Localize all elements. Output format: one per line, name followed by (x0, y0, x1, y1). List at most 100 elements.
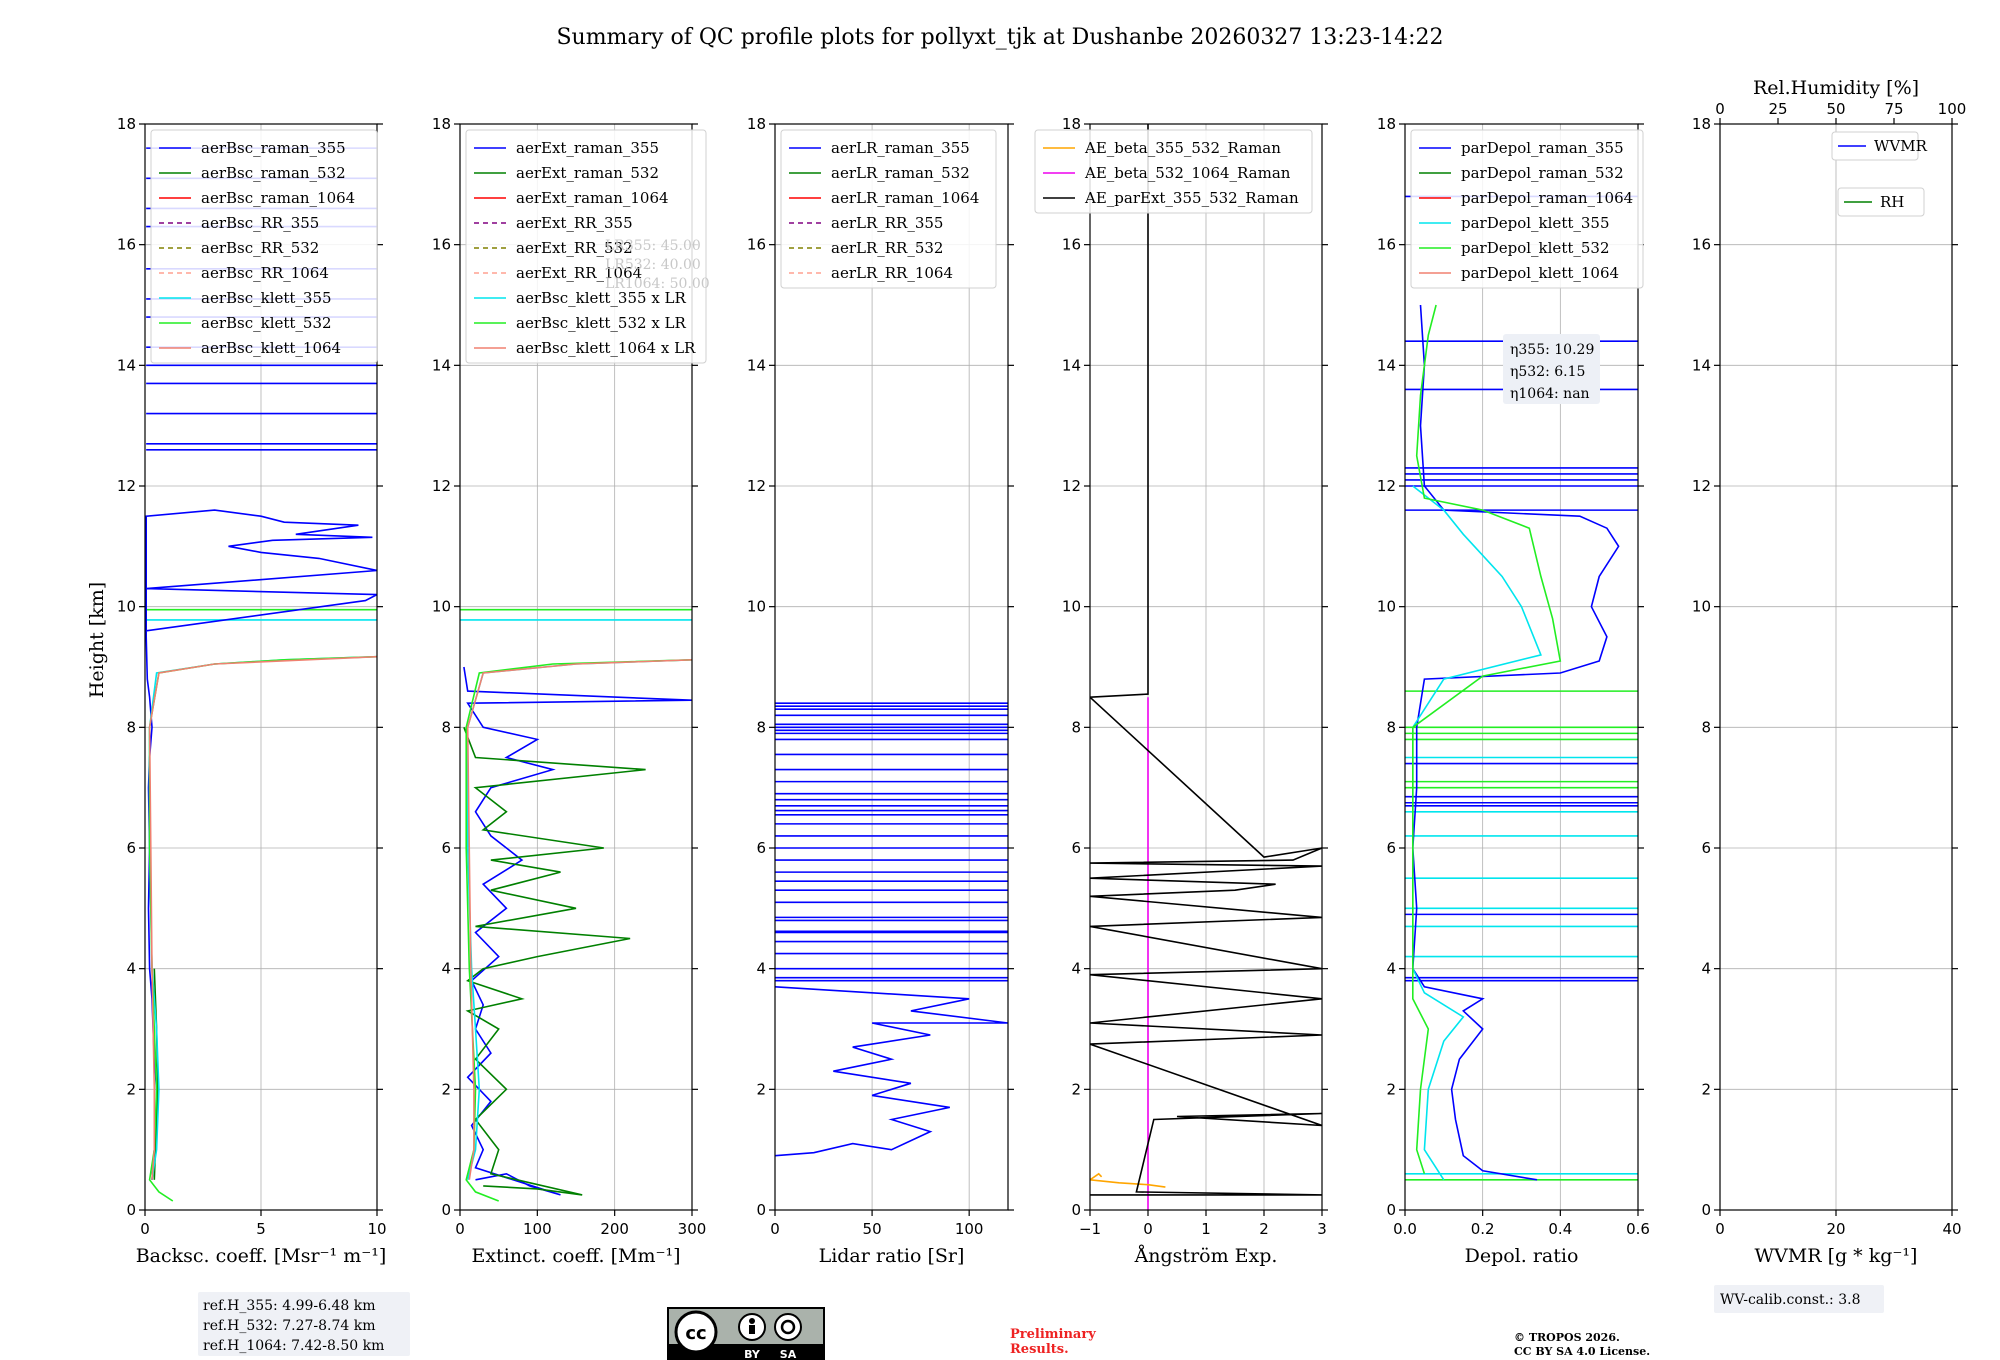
panel-ext: 0 2 4 6 8 10 12 14 16 18 0 100 200 300 Extinct. coeff.… (432, 115, 710, 1267)
legend-label: aerLR_raman_355 (831, 139, 970, 157)
legend-lr: aerLR_raman_355 aerLR_raman_532 aerLR_rama… (780, 129, 997, 289)
legend-label: aerBsc_RR_532 (201, 239, 319, 257)
copyright-note: © TROPOS 2026. (1514, 1331, 1620, 1344)
series-pardepol-klett-355 (1412, 485, 1542, 1181)
y-tick-label: 10 (432, 598, 451, 616)
y-axis-label: Height [km] (86, 582, 108, 698)
y-tick-label: 4 (441, 960, 451, 978)
x-tick-label: 1 (1201, 1220, 1211, 1238)
series-aerbsc-klett-532-x-lr (465, 659, 692, 1202)
preliminary-note: Preliminary (1010, 1327, 1096, 1342)
x-tick-label: 300 (678, 1220, 707, 1238)
top-tick-label: 75 (1884, 100, 1903, 118)
legend-label: aerLR_RR_355 (831, 214, 943, 232)
top-axis-label: Rel.Humidity [%] (1753, 77, 1919, 99)
y-tick-label: 6 (756, 839, 766, 857)
series-aerbsc-klett-355-x-lr (466, 659, 692, 1181)
license-note: CC BY SA 4.0 License. (1514, 1345, 1650, 1358)
legend-label: parDepol_raman_355 (1461, 139, 1624, 157)
lr-note: LR355: 45.00 (605, 238, 701, 254)
x-tick-label: 100 (955, 1220, 984, 1238)
svg-text:SA: SA (780, 1348, 797, 1360)
y-tick-label: 6 (126, 839, 136, 857)
x-tick-label: 0 (1715, 1220, 1725, 1238)
x-tick-label: 0.0 (1393, 1220, 1417, 1238)
y-tick-label: 14 (1062, 356, 1081, 374)
legend-box (150, 129, 378, 364)
legend-wv: WVMR RH (1831, 131, 1928, 217)
y-tick-label: 2 (1386, 1080, 1396, 1098)
figure-title: Summary of QC profile plots for pollyxt_… (556, 25, 1443, 50)
legend-label: aerExt_raman_532 (516, 164, 659, 182)
y-tick-label: 0 (1386, 1201, 1396, 1219)
y-tick-label: 8 (441, 718, 451, 736)
legend-label: aerExt_RR_355 (516, 214, 633, 232)
eta-box (1503, 334, 1600, 404)
y-tick-label: 14 (1692, 356, 1711, 374)
x-tick-label: 200 (600, 1220, 629, 1238)
legend-label: aerBsc_klett_532 (201, 314, 332, 332)
y-tick-label: 14 (747, 356, 766, 374)
x-tick-label: −1 (1079, 1220, 1101, 1238)
x-axis-label: WVMR [g * kg⁻¹] (1755, 1245, 1918, 1267)
y-tick-label: 12 (747, 477, 766, 495)
legend-label: aerLR_raman_532 (831, 164, 970, 182)
legend-label: AE_beta_532_1064_Raman (1084, 164, 1291, 182)
legend-label: aerBsc_raman_532 (201, 164, 346, 182)
y-tick-label: 8 (1701, 718, 1711, 736)
legend-label: aerBsc_RR_1064 (201, 264, 329, 282)
series-aerext-raman-532 (463, 727, 646, 1196)
wv-calib-box (1714, 1285, 1884, 1313)
y-tick-label: 12 (1692, 477, 1711, 495)
y-tick-label: 2 (441, 1080, 451, 1098)
y-tick-label: 12 (117, 477, 136, 495)
legend-label: parDepol_klett_1064 (1461, 264, 1619, 282)
ref-height-note: ref.H_355: 4.99-6.48 km (203, 1298, 376, 1314)
preliminary-note-2: Results. (1010, 1342, 1069, 1357)
x-axis-label: Ångström Exp. (1134, 1245, 1278, 1267)
y-tick-label: 16 (1377, 236, 1396, 254)
x-axis-label: Extinct. coeff. [Mm⁻¹] (471, 1245, 680, 1267)
legend-dep: parDepol_raman_355 parDepol_raman_532 parD… (1410, 129, 1644, 289)
footer: cc BY SA Preliminary Results. © TROPOS 2… (667, 1307, 1650, 1360)
top-tick-label: 25 (1768, 100, 1787, 118)
series-pardepol-raman-355 (1411, 304, 1620, 1181)
legend-label: aerExt_raman_355 (516, 139, 659, 157)
y-tick-label: 10 (1062, 598, 1081, 616)
panel-bsc: 0 2 4 6 8 10 12 14 16 18 0 5 10 Backsc. coeff. [Msr⁻¹… (117, 115, 410, 1356)
ref-height-note: ref.H_532: 7.27-8.74 km (203, 1318, 376, 1334)
top-tick-label: 100 (1938, 100, 1967, 118)
y-tick-label: 6 (1386, 839, 1396, 857)
y-tick-label: 18 (1692, 115, 1711, 133)
ref-height-box (198, 1292, 410, 1356)
svg-text:BY: BY (744, 1348, 761, 1360)
legend-label: WVMR (1874, 137, 1928, 155)
series-aerlr-raman-355 (775, 986, 1008, 1157)
panel-dep: 0 2 4 6 8 10 12 14 16 18 0.0 0.2 0.4 0.6 Depol. ratio p… (1377, 115, 1650, 1267)
legend-label: aerBsc_klett_1064 x LR (516, 339, 696, 357)
plot-area-ae (1090, 124, 1322, 1210)
series-aerbsc-klett-1064 (148, 655, 377, 1180)
x-axis-label: Depol. ratio (1465, 1245, 1579, 1267)
series-aerbsc-raman-355 (145, 509, 377, 1180)
series-aerext-raman-355 (463, 666, 692, 1196)
x-tick-label: 3 (1317, 1220, 1327, 1238)
y-tick-label: 14 (1377, 356, 1396, 374)
y-tick-label: 18 (117, 115, 136, 133)
legend-ext: aerExt_raman_355 aerExt_raman_532 aerExt_r… (465, 129, 707, 364)
y-tick-label: 16 (1692, 236, 1711, 254)
panel-lr: 0 2 4 6 8 10 12 14 16 18 0 50 100 Lidar ratio [Sr] aer… (747, 115, 1014, 1267)
x-tick-label: 0.6 (1626, 1220, 1650, 1238)
eta-note: η532: 6.15 (1510, 364, 1585, 380)
y-tick-label: 8 (1386, 718, 1396, 736)
cc-license-badge: cc BY SA (667, 1307, 825, 1360)
series-ae-parext-355-532-raman (1090, 124, 1322, 1196)
legend-box (780, 129, 997, 289)
legend-label: parDepol_raman_1064 (1461, 189, 1633, 207)
y-tick-label: 0 (1071, 1201, 1081, 1219)
y-tick-label: 10 (117, 598, 136, 616)
x-tick-label: 2 (1259, 1220, 1269, 1238)
y-tick-label: 12 (1062, 477, 1081, 495)
axes-frame (1404, 123, 1639, 1211)
